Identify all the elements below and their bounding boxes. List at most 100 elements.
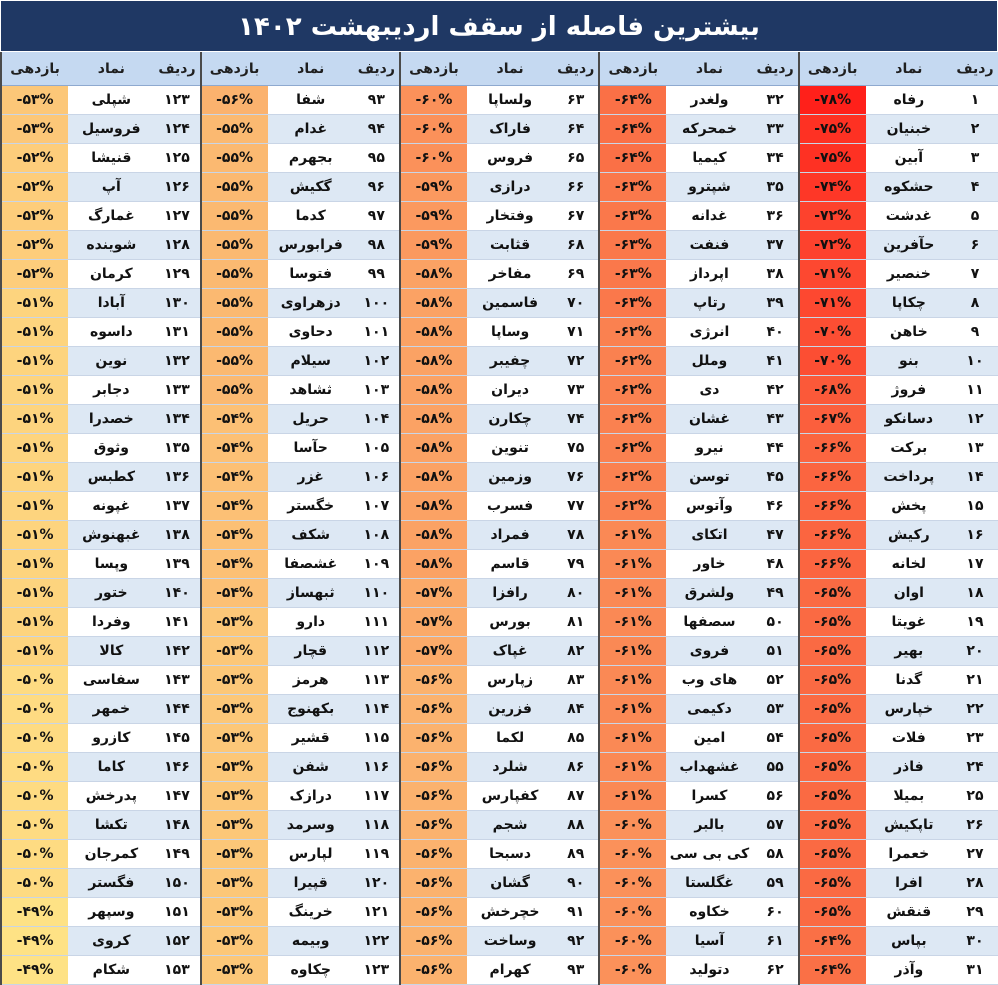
symbol-cell: افرا — [865, 868, 952, 898]
rank-cell: ۳۲ — [752, 85, 799, 115]
return-cell: -۶۱% — [598, 520, 667, 550]
column-header: بازدهی — [0, 52, 69, 86]
rank-cell: ۱۵۰ — [154, 868, 201, 898]
rank-cell: ۴۹ — [752, 578, 799, 608]
column-header: ردیف — [951, 52, 998, 86]
return-cell: -۵۶% — [199, 85, 268, 115]
rank-cell: ۸۰ — [553, 578, 600, 608]
symbol-cell: خنصیر — [865, 259, 952, 289]
symbol-cell: قنقش — [865, 897, 952, 927]
return-cell: -۵۱% — [0, 578, 69, 608]
return-cell: -۵۶% — [398, 868, 467, 898]
table-row: ۱۲ دسانکو -۶۷% ۴۳ غشان -۶۲% ۷۴ چکارن -۵۸% ۱۰۴ حریل… — [0, 404, 998, 434]
symbol-cell: وزمین — [467, 462, 554, 492]
symbol-cell: شکف — [267, 520, 354, 550]
symbol-cell: بمیلا — [865, 781, 952, 811]
symbol-cell: کروی — [68, 926, 155, 956]
rank-cell: ۱۰۰ — [353, 288, 400, 318]
rank-cell: ۱۱۶ — [353, 752, 400, 782]
rank-cell: ۱۳۲ — [154, 346, 201, 376]
symbol-cell: کسرا — [666, 781, 753, 811]
symbol-cell: خچرخش — [467, 897, 554, 927]
symbol-cell: فمراد — [467, 520, 554, 550]
return-cell: -۶۴% — [797, 926, 866, 956]
symbol-cell: سفاسی — [68, 665, 155, 695]
rank-cell: ۱۴۲ — [154, 636, 201, 666]
rank-cell: ۱۱۵ — [353, 723, 400, 753]
rank-cell: ۴۳ — [752, 404, 799, 434]
symbol-cell: غدام — [267, 114, 354, 144]
return-cell: -۵۵% — [199, 259, 268, 289]
return-cell: -۶۷% — [797, 404, 866, 434]
symbol-cell: غمارگ — [68, 201, 155, 231]
symbol-cell: های وب — [666, 665, 753, 695]
return-cell: -۷۲% — [797, 230, 866, 260]
symbol-cell: دیران — [467, 375, 554, 405]
rank-cell: ۱۴۳ — [154, 665, 201, 695]
rank-cell: ۵۸ — [752, 839, 799, 869]
return-cell: -۵۸% — [398, 404, 467, 434]
symbol-cell: لپارس — [267, 839, 354, 869]
rank-cell: ۱۰۶ — [353, 462, 400, 492]
rank-cell: ۶۳ — [553, 85, 600, 115]
return-cell: -۵۸% — [398, 491, 467, 521]
symbol-cell: خرینگ — [267, 897, 354, 927]
symbol-cell: رفاه — [865, 85, 952, 115]
symbol-cell: کرمان — [68, 259, 155, 289]
rank-cell: ۵۳ — [752, 694, 799, 724]
rank-cell: ۹۶ — [353, 172, 400, 202]
rank-cell: ۸۲ — [553, 636, 600, 666]
return-cell: -۵۶% — [398, 723, 467, 753]
return-cell: -۵۸% — [398, 317, 467, 347]
rank-cell: ۱۴۵ — [154, 723, 201, 753]
table-row: ۱۵ پخش -۶۶% ۴۶ وآتوس -۶۲% ۷۷ فسرب -۵۸% ۱۰۷ خگستر -۵… — [0, 491, 998, 521]
symbol-cell: آسیا — [666, 926, 753, 956]
column-header: بازدهی — [199, 52, 268, 86]
symbol-cell: خمحرکه — [666, 114, 753, 144]
symbol-cell: شجم — [467, 810, 554, 840]
rank-cell: ۴۱ — [752, 346, 799, 376]
rank-cell: ۵۵ — [752, 752, 799, 782]
return-cell: -۶۱% — [598, 694, 667, 724]
return-cell: -۵۵% — [199, 288, 268, 318]
rank-cell: ۹ — [951, 317, 998, 347]
return-cell: -۵۰% — [0, 839, 69, 869]
return-cell: -۶۶% — [797, 549, 866, 579]
rank-cell: ۱۰۴ — [353, 404, 400, 434]
symbol-cell: شلرد — [467, 752, 554, 782]
symbol-cell: بکهنوج — [267, 694, 354, 724]
symbol-cell: غشصفا — [267, 549, 354, 579]
return-cell: -۶۵% — [797, 665, 866, 695]
rank-cell: ۱۰۷ — [353, 491, 400, 521]
table-row: ۲۲ خپارس -۶۵% ۵۳ دکیمی -۶۱% ۸۴ فزرین -۵۶% ۱۱۴ بکهن… — [0, 694, 998, 724]
return-cell: -۵۵% — [199, 346, 268, 376]
return-cell: -۵۲% — [0, 172, 69, 202]
table-row: ۲۰ بهیر -۶۵% ۵۱ فروی -۶۱% ۸۲ غپاک -۵۷% ۱۱۲ قچار -۵۳… — [0, 636, 998, 666]
symbol-cell: فروژ — [865, 375, 952, 405]
rank-cell: ۷۱ — [553, 317, 600, 347]
return-cell: -۵۱% — [0, 549, 69, 579]
rank-cell: ۹۹ — [353, 259, 400, 289]
return-cell: -۵۱% — [0, 491, 69, 521]
return-cell: -۵۱% — [0, 607, 69, 637]
rank-cell: ۱۰۲ — [353, 346, 400, 376]
symbol-cell: پدرخش — [68, 781, 155, 811]
rank-cell: ۵۷ — [752, 810, 799, 840]
symbol-cell: دحاوی — [267, 317, 354, 347]
rank-cell: ۳۱ — [951, 955, 998, 985]
return-cell: -۵۷% — [398, 578, 467, 608]
rank-cell: ۱۴۴ — [154, 694, 201, 724]
symbol-cell: وسرمد — [267, 810, 354, 840]
return-cell: -۵۸% — [398, 375, 467, 405]
return-cell: -۵۳% — [199, 897, 268, 927]
table-row: ۲ خبنیان -۷۵% ۳۳ خمحرکه -۶۴% ۶۴ فاراک -۶۰% ۹۴ غدام… — [0, 114, 998, 144]
table-row: ۲۵ بمیلا -۶۵% ۵۶ کسرا -۶۱% ۸۷ کفپارس -۵۶% ۱۱۷ دراز… — [0, 781, 998, 811]
table-row: ۴ حشکوه -۷۴% ۳۵ شپترو -۶۳% ۶۶ درازی -۵۹% ۹۶ گکیش -۵… — [0, 172, 998, 202]
rank-cell: ۹۷ — [353, 201, 400, 231]
symbol-cell: اتکای — [666, 520, 753, 550]
return-cell: -۶۴% — [797, 955, 866, 985]
symbol-cell: قنیشا — [68, 143, 155, 173]
symbol-cell: غگلستا — [666, 868, 753, 898]
return-cell: -۶۲% — [598, 491, 667, 521]
rank-cell: ۹۴ — [353, 114, 400, 144]
